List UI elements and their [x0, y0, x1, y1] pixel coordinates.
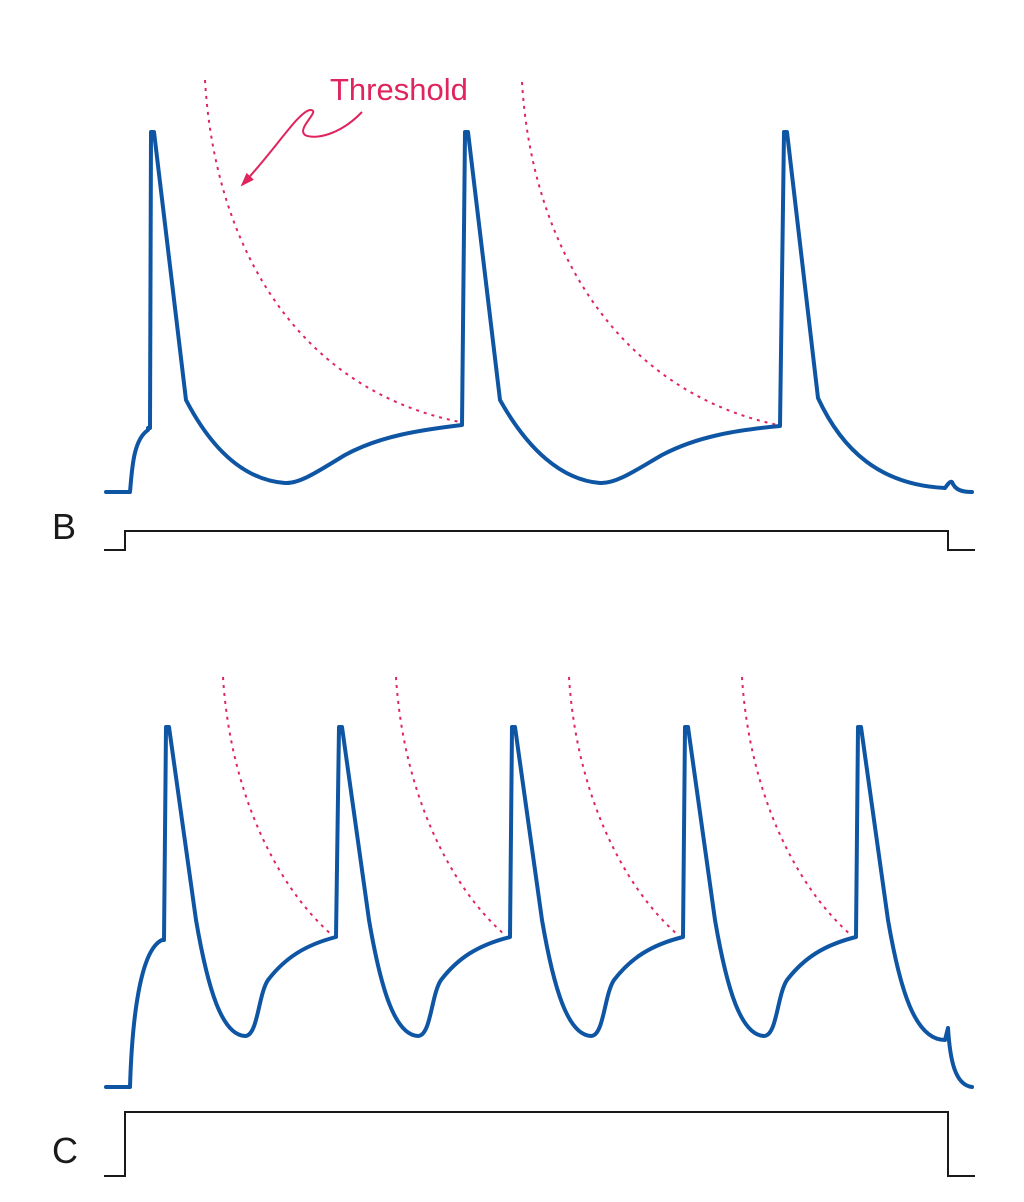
threshold-curve-c4: [741, 676, 852, 936]
membrane-trace-c: [104, 725, 974, 1089]
stimulus-step-c: [104, 1111, 975, 1177]
panel-label-b: B: [52, 506, 76, 547]
threshold-curve-c2: [395, 676, 506, 936]
panel-b: Threshold B: [52, 72, 975, 551]
threshold-label: Threshold: [330, 72, 468, 107]
membrane-trace-b: [104, 130, 974, 494]
threshold-curve-b1: [204, 79, 461, 423]
threshold-curve-c1: [222, 676, 333, 936]
panel-label-c: C: [52, 1130, 78, 1171]
threshold-curve-b2: [521, 81, 779, 426]
stimulus-step-b: [104, 530, 975, 551]
panel-c: C: [52, 676, 975, 1177]
threshold-curve-c3: [568, 676, 679, 936]
threshold-arrow: [240, 108, 363, 187]
